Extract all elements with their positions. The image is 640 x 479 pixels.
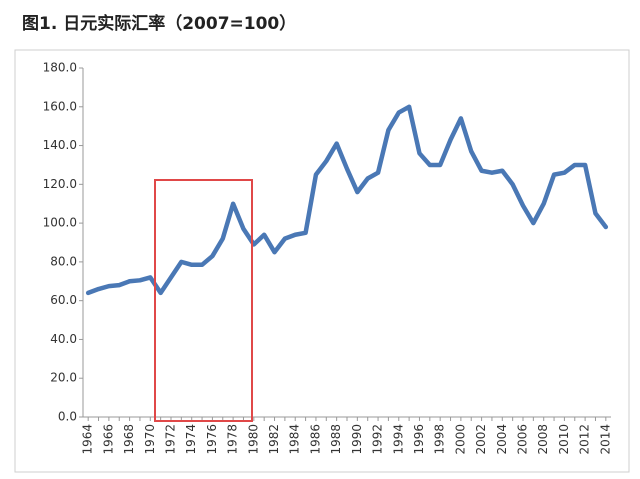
y-tick-label: 0.0 bbox=[58, 410, 77, 424]
y-tick-label: 100.0 bbox=[43, 216, 77, 230]
x-tick-label: 1996 bbox=[412, 424, 426, 455]
y-tick-label: 80.0 bbox=[50, 254, 77, 268]
x-tick-label: 2008 bbox=[536, 424, 550, 455]
x-tick-label: 1970 bbox=[143, 424, 157, 455]
y-tick-label: 160.0 bbox=[43, 99, 77, 113]
x-tick-label: 1972 bbox=[164, 424, 178, 455]
x-tick-label: 1994 bbox=[391, 424, 405, 455]
y-tick-label: 20.0 bbox=[50, 371, 77, 385]
y-tick-label: 60.0 bbox=[50, 293, 77, 307]
y-tick-label: 140.0 bbox=[43, 138, 77, 152]
y-tick-label: 120.0 bbox=[43, 177, 77, 191]
x-tick-label: 1976 bbox=[205, 424, 219, 455]
x-tick-label: 1982 bbox=[267, 424, 281, 455]
x-tick-label: 1964 bbox=[81, 424, 95, 455]
x-tick-label: 2002 bbox=[474, 424, 488, 455]
x-tick-label: 1984 bbox=[288, 424, 302, 455]
x-tick-label: 1998 bbox=[433, 424, 447, 455]
x-tick-label: 2004 bbox=[495, 424, 509, 455]
highlight-box bbox=[154, 179, 253, 422]
x-tick-label: 1968 bbox=[122, 424, 136, 455]
x-tick-label: 1978 bbox=[226, 424, 240, 455]
chart-title: 图1. 日元实际汇率（2007=100） bbox=[22, 13, 296, 34]
x-tick-label: 1980 bbox=[246, 424, 260, 455]
x-tick-label: 2012 bbox=[578, 424, 592, 455]
x-tick-label: 2010 bbox=[557, 424, 571, 455]
x-tick-label: 2000 bbox=[453, 424, 467, 455]
x-tick-label: 1986 bbox=[308, 424, 322, 455]
y-tick-label: 180.0 bbox=[43, 61, 77, 75]
x-tick-label: 2006 bbox=[516, 424, 530, 455]
y-tick-label: 40.0 bbox=[50, 332, 77, 346]
x-tick-label: 1966 bbox=[101, 424, 115, 455]
x-tick-label: 2014 bbox=[598, 424, 612, 455]
chart-frame bbox=[14, 49, 630, 473]
data-line bbox=[85, 104, 609, 296]
x-tick-label: 1988 bbox=[329, 424, 343, 455]
x-tick-label: 1974 bbox=[184, 424, 198, 455]
x-tick-label: 1990 bbox=[350, 424, 364, 455]
plot: 0.0 20.0 40.0 60.0 80.0 100.0 120.0 140.0 160.0 1… bbox=[43, 61, 613, 455]
x-tick-label: 1992 bbox=[371, 424, 385, 455]
